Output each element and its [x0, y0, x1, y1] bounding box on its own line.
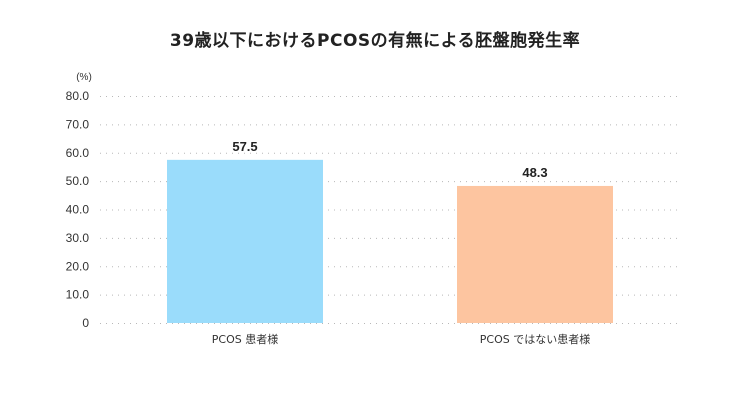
bar-value-label: 57.5 — [232, 139, 257, 154]
y-tick-label: 40.0 — [66, 203, 90, 217]
y-tick-label: 0 — [82, 316, 89, 330]
category-label: PCOS ではない患者様 — [480, 332, 590, 346]
chart-title: 39歳以下におけるPCOSの有無による胚盤胞発生率 — [169, 31, 581, 51]
y-tick-label: 30.0 — [66, 231, 90, 245]
y-tick-label: 50.0 — [66, 174, 90, 188]
y-tick-label: 20.0 — [66, 259, 90, 273]
y-tick-label: 10.0 — [66, 288, 90, 302]
category-labels: PCOS 患者様 PCOS ではない患者様 — [212, 332, 590, 346]
y-axis-ticks: 0 10.0 20.0 30.0 40.0 50.0 60.0 70.0 80.0 — [66, 89, 90, 330]
y-axis-unit-label: (%) — [76, 72, 92, 83]
bar-value-label: 48.3 — [522, 165, 547, 180]
category-label: PCOS 患者様 — [212, 332, 278, 346]
bars — [167, 159, 613, 323]
y-tick-label: 60.0 — [66, 146, 90, 160]
y-tick-label: 70.0 — [66, 117, 90, 131]
y-tick-label: 80.0 — [66, 89, 90, 103]
data-labels: 57.5 48.3 — [232, 139, 547, 180]
bar — [167, 159, 323, 323]
bar — [457, 185, 613, 323]
